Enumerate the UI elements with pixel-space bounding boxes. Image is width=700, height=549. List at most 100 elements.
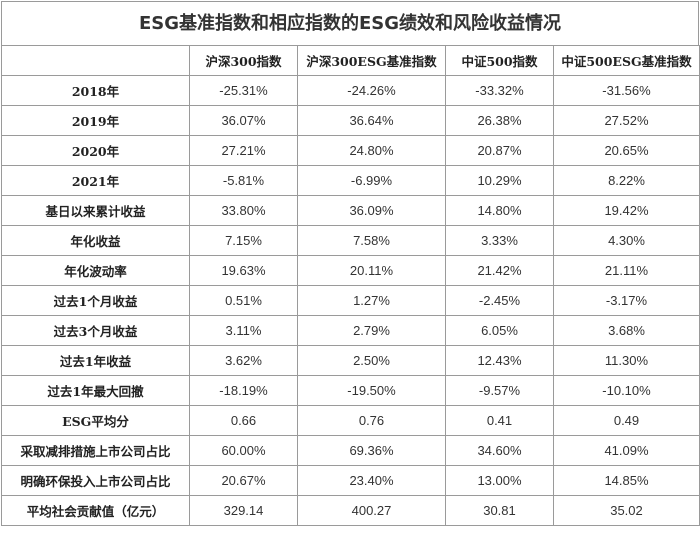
table-cell: -5.81%: [189, 165, 298, 196]
table-cell: 60.00%: [189, 435, 298, 466]
row-label: 平均社会贡献值（亿元）: [1, 495, 190, 526]
table-row: 年化收益 7.15% 7.58% 3.33% 4.30%: [1, 225, 700, 256]
table-cell: 19.63%: [189, 255, 298, 286]
table-cell: 69.36%: [297, 435, 446, 466]
table-row: 2021年 -5.81% -6.99% 10.29% 8.22%: [1, 165, 700, 196]
table-cell: 10.29%: [445, 165, 554, 196]
table-cell: 3.68%: [553, 315, 700, 346]
table-cell: 3.11%: [189, 315, 298, 346]
table-cell: 33.80%: [189, 195, 298, 226]
table-cell: 20.87%: [445, 135, 554, 166]
table-cell: 0.49: [553, 405, 700, 436]
table-cell: 21.11%: [553, 255, 700, 286]
table-cell: 35.02: [553, 495, 700, 526]
table-row: 过去3个月收益 3.11% 2.79% 6.05% 3.68%: [1, 315, 700, 346]
row-label: 过去3个月收益: [1, 315, 190, 346]
header-cell-empty: [1, 45, 190, 76]
table-row: 过去1个月收益 0.51% 1.27% -2.45% -3.17%: [1, 285, 700, 316]
table-cell: 34.60%: [445, 435, 554, 466]
table-row: 平均社会贡献值（亿元） 329.14 400.27 30.81 35.02: [1, 495, 700, 526]
table-cell: -25.31%: [189, 75, 298, 106]
table-cell: 26.38%: [445, 105, 554, 136]
table-cell: 36.09%: [297, 195, 446, 226]
table-cell: 36.07%: [189, 105, 298, 136]
row-label: 明确环保投入上市公司占比: [1, 465, 190, 496]
table-cell: 6.05%: [445, 315, 554, 346]
header-cell-zz500: 中证500指数: [445, 45, 554, 76]
table-row: 2020年 27.21% 24.80% 20.87% 20.65%: [1, 135, 700, 166]
table-cell: 329.14: [189, 495, 298, 526]
table-cell: 2.79%: [297, 315, 446, 346]
row-label: 2018年: [1, 75, 190, 106]
table-row: ESG平均分 0.66 0.76 0.41 0.49: [1, 405, 700, 436]
row-label: 基日以来累计收益: [1, 195, 190, 226]
table-row: 2018年 -25.31% -24.26% -33.32% -31.56%: [1, 75, 700, 106]
table-cell: 1.27%: [297, 285, 446, 316]
table-body: 2018年 -25.31% -24.26% -33.32% -31.56% 2019年 36…: [1, 75, 700, 526]
table-cell: 14.85%: [553, 465, 700, 496]
row-label: 2020年: [1, 135, 190, 166]
header-cell-hs300: 沪深300指数: [189, 45, 298, 76]
table-cell: 41.09%: [553, 435, 700, 466]
row-label: 过去1年最大回撤: [1, 375, 190, 406]
table-cell: 0.76: [297, 405, 446, 436]
table-cell: -2.45%: [445, 285, 554, 316]
row-label: 过去1年收益: [1, 345, 190, 376]
table-row: 年化波动率 19.63% 20.11% 21.42% 21.11%: [1, 255, 700, 286]
table-cell: 24.80%: [297, 135, 446, 166]
table-cell: -3.17%: [553, 285, 700, 316]
table-cell: 21.42%: [445, 255, 554, 286]
table-row: 采取减排措施上市公司占比 60.00% 69.36% 34.60% 41.09%: [1, 435, 700, 466]
table-row: 过去1年最大回撤 -18.19% -19.50% -9.57% -10.10%: [1, 375, 700, 406]
table-cell: 4.30%: [553, 225, 700, 256]
table-cell: 0.66: [189, 405, 298, 436]
row-label: ESG平均分: [1, 405, 190, 436]
table-row: 基日以来累计收益 33.80% 36.09% 14.80% 19.42%: [1, 195, 700, 226]
esg-performance-table: 沪深300指数 沪深300ESG基准指数 中证500指数 中证500ESG基准指…: [1, 45, 700, 526]
table-cell: 20.67%: [189, 465, 298, 496]
table-cell: 36.64%: [297, 105, 446, 136]
table-cell: -6.99%: [297, 165, 446, 196]
table-cell: 2.50%: [297, 345, 446, 376]
row-label: 2019年: [1, 105, 190, 136]
table-cell: 400.27: [297, 495, 446, 526]
table-cell: 20.65%: [553, 135, 700, 166]
table-cell: -9.57%: [445, 375, 554, 406]
table-cell: 20.11%: [297, 255, 446, 286]
table-cell: -19.50%: [297, 375, 446, 406]
row-label: 过去1个月收益: [1, 285, 190, 316]
table-cell: 7.58%: [297, 225, 446, 256]
table-cell: 30.81: [445, 495, 554, 526]
table-cell: 13.00%: [445, 465, 554, 496]
table-cell: 19.42%: [553, 195, 700, 226]
table-row: 明确环保投入上市公司占比 20.67% 23.40% 13.00% 14.85%: [1, 465, 700, 496]
table-cell: -31.56%: [553, 75, 700, 106]
table-cell: 12.43%: [445, 345, 554, 376]
table-cell: 7.15%: [189, 225, 298, 256]
table-cell: 8.22%: [553, 165, 700, 196]
table-cell: 0.41: [445, 405, 554, 436]
table-row: 2019年 36.07% 36.64% 26.38% 27.52%: [1, 105, 700, 136]
table-cell: 27.52%: [553, 105, 700, 136]
row-label: 年化波动率: [1, 255, 190, 286]
header-row: 沪深300指数 沪深300ESG基准指数 中证500指数 中证500ESG基准指…: [1, 45, 700, 76]
table-row: 过去1年收益 3.62% 2.50% 12.43% 11.30%: [1, 345, 700, 376]
table-cell: -24.26%: [297, 75, 446, 106]
table-cell: -18.19%: [189, 375, 298, 406]
table-cell: 3.33%: [445, 225, 554, 256]
table-cell: 0.51%: [189, 285, 298, 316]
table-title: ESG基准指数和相应指数的ESG绩效和风险收益情况: [1, 1, 699, 45]
table-cell: -10.10%: [553, 375, 700, 406]
table-cell: 23.40%: [297, 465, 446, 496]
header-cell-zz500-esg: 中证500ESG基准指数: [553, 45, 700, 76]
row-label: 2021年: [1, 165, 190, 196]
table-cell: -33.32%: [445, 75, 554, 106]
table-cell: 27.21%: [189, 135, 298, 166]
row-label: 年化收益: [1, 225, 190, 256]
table-cell: 11.30%: [553, 345, 700, 376]
table-cell: 3.62%: [189, 345, 298, 376]
header-cell-hs300-esg: 沪深300ESG基准指数: [297, 45, 446, 76]
row-label: 采取减排措施上市公司占比: [1, 435, 190, 466]
table-cell: 14.80%: [445, 195, 554, 226]
